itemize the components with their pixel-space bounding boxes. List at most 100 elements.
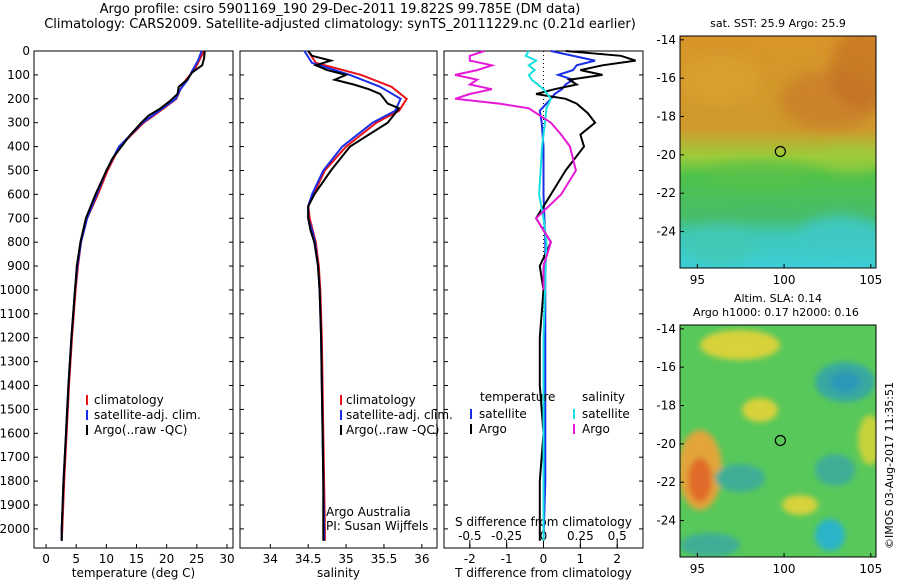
argo-location-marker [774,434,786,447]
x-tick-label: 35.5 [371,552,398,566]
legend-heading-salinity: salinity [582,390,625,404]
sla-map-frame [679,324,877,558]
y-tick-label: 1700 [0,450,30,464]
y-tick-label: 1600 [0,426,30,440]
y-tick-label: 1800 [0,474,30,488]
map-y-tick-label: -20 [656,148,676,162]
s-tick-label: -0.25 [491,529,522,543]
argo-location-marker [774,145,786,158]
sst-map-texture [680,36,876,265]
map-y-tick-label: -14 [656,322,676,336]
map-y-tick-label: -14 [656,33,676,47]
y-tick-label: 600 [7,187,30,201]
x-tick-label: 25 [189,552,204,566]
y-tick-label: 700 [7,211,30,225]
x-tick-label: 10 [99,552,114,566]
legend-label: satellite [479,407,527,421]
x-tick-label: 1 [577,552,585,566]
x-tick-label: 0 [42,552,50,566]
map-y-tick-label: -22 [656,475,676,489]
map-x-tick-label: 95 [690,273,705,287]
map-x-tick-label: 95 [690,562,705,576]
x-tick-label: 34 [263,552,278,566]
series-line-s-argo [454,50,577,290]
pi-annotation: Argo Australia [326,505,411,519]
y-tick-label: 2000 [0,522,30,536]
y-tick-label: 1300 [0,355,30,369]
x-tick-label: 2 [613,552,621,566]
s-tick-label: -0.5 [458,529,481,543]
legend-label: Argo(..raw -QC) [94,423,187,437]
y-tick-label: 1200 [0,331,30,345]
x-tick-label: 30 [219,552,234,566]
map-y-tick-label: -24 [656,514,676,528]
map-y-tick-label: -22 [656,186,676,200]
map-y-tick-label: -18 [656,399,676,413]
sla-map-texture [680,330,876,557]
panel-frame [239,50,438,549]
series-line-s-satellite [524,50,553,541]
sla-map [679,324,877,558]
legend-label: satellite-adj. clim. [94,408,201,422]
pi-annotation: PI: Susan Wijffels [326,519,428,533]
legend-label: Argo [479,422,507,436]
map-x-tick-label: 100 [773,562,796,576]
figure-title-line1: Argo profile: csiro 5901169_190 29-Dec-2… [99,2,581,17]
y-tick-label: 1500 [0,402,30,416]
sla-map-subtitle: Argo h1000: 0.17 h2000: 0.16 [693,306,859,319]
x-axis-label: T difference from climatology [454,566,632,580]
map-y-tick-label: -24 [656,225,676,239]
legend-label: climatology [346,393,416,407]
map-y-tick-label: -16 [656,71,676,85]
s-tick-label: 0.25 [567,529,594,543]
legend-heading-temperature: temperature [480,390,555,404]
x-tick-label: -2 [464,552,476,566]
map-x-tick-label: 105 [859,273,882,287]
map-x-tick-label: 100 [773,273,796,287]
profile-panel-salinity [239,50,438,549]
map-x-tick-label: 105 [859,562,882,576]
map-y-tick-label: -18 [656,110,676,124]
legend-label: satellite-adj. clim. [346,408,453,422]
x-tick-label: 15 [129,552,144,566]
imos-credit: ©IMOS 03-Aug-2017 11:35:51 [883,382,896,549]
y-tick-label: 1000 [0,283,30,297]
y-tick-label: 500 [7,163,30,177]
legend-label: climatology [94,393,164,407]
x-tick-label: 36 [414,552,429,566]
legend-label: satellite [582,407,630,421]
y-tick-label: 900 [7,259,30,273]
y-tick-label: 1400 [0,379,30,393]
series-line-argo [60,50,206,541]
series-line-argo [307,50,401,541]
x-tick-label: 35 [338,552,353,566]
y-tick-label: 400 [7,140,30,154]
s-tick-label: 0.5 [608,529,627,543]
sst-map [679,35,877,269]
x-tick-label: 5 [72,552,80,566]
profile-panel-temperature: 0 100 200 300 400 500 600 700 800 900 1000 1100 1200… [0,44,234,549]
series-line-t-argo [534,50,636,541]
y-tick-label: 1900 [0,498,30,512]
sla-map-title: Altim. SLA: 0.14 [734,292,822,305]
x-tick-label: -1 [501,552,513,566]
y-tick-label: 300 [7,116,30,130]
legend-label: Argo [582,422,610,436]
sst-map-frame [679,35,877,269]
x-axis-label: salinity [317,566,360,580]
x-axis-label: temperature (deg C) [72,566,195,580]
sst-map-title: sat. SST: 25.9 Argo: 25.9 [710,17,846,30]
y-tick-label: 0 [22,44,30,58]
y-tick-label: 100 [7,68,30,82]
map-y-tick-label: -20 [656,437,676,451]
x-tick-label: 20 [159,552,174,566]
figure-title-line2: Climatology: CARS2009. Satellite-adjuste… [44,17,636,32]
y-tick-label: 800 [7,235,30,249]
map-y-tick-label: -16 [656,360,676,374]
y-tick-label: 1100 [0,307,30,321]
x-tick-label: 0 [540,552,548,566]
legend-label: Argo(..raw -QC) [346,423,439,437]
x-tick-label: 34.5 [295,552,322,566]
y-tick-label: 200 [7,92,30,106]
